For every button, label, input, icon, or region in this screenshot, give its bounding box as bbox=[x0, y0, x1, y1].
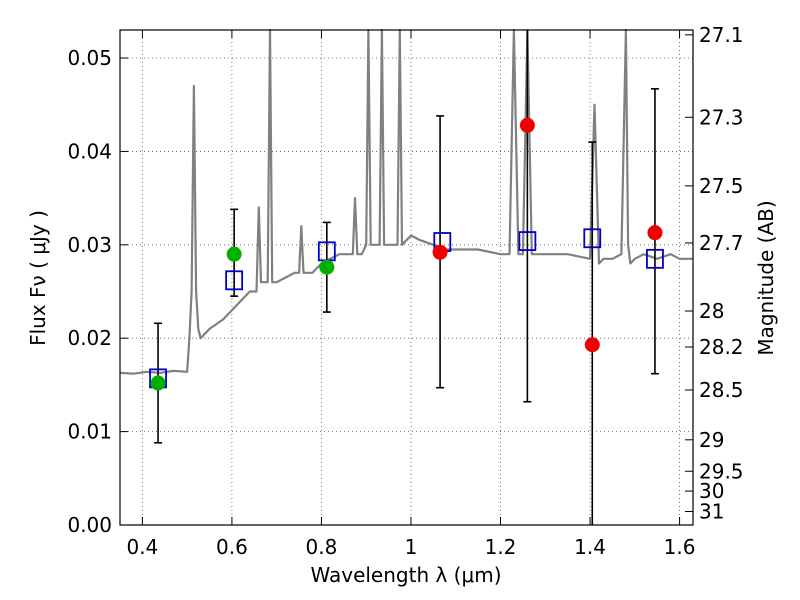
model-square bbox=[583, 228, 602, 249]
nir-point bbox=[584, 337, 600, 353]
mag-tick-label: 29.5 bbox=[699, 459, 744, 483]
mag-tick-label: 31 bbox=[699, 499, 724, 523]
x-axis-title: Wavelength λ (μm) bbox=[310, 563, 501, 587]
model-square bbox=[646, 248, 664, 269]
x-axis-ticks bbox=[141, 30, 681, 525]
spectrum-line bbox=[119, 28, 693, 375]
optical-point bbox=[226, 246, 242, 262]
y-tick-label: 0.00 bbox=[67, 513, 112, 537]
y-tick-label: 0.05 bbox=[67, 46, 112, 70]
spectrum-layer bbox=[119, 28, 693, 375]
errorbar-layer bbox=[154, 30, 659, 525]
x-tick-label: 0.6 bbox=[216, 535, 248, 559]
mag-tick-label: 30 bbox=[699, 479, 724, 503]
y-tick-label: 0.04 bbox=[67, 139, 112, 163]
x-tick-label: 1 bbox=[405, 535, 418, 559]
y-tick-label: 0.01 bbox=[67, 420, 112, 444]
magnitude-axis-ticks bbox=[685, 34, 693, 512]
mag-tick-label: 29 bbox=[699, 428, 724, 452]
model-square bbox=[225, 270, 244, 291]
x-tick-label: 1.4 bbox=[574, 535, 606, 559]
y-tick-label: 0.02 bbox=[67, 326, 112, 350]
nir-point bbox=[519, 117, 535, 133]
grid-lines bbox=[120, 30, 693, 525]
x-tick-label: 1.2 bbox=[485, 535, 517, 559]
mag-tick-label: 27.3 bbox=[699, 105, 744, 129]
mag-tick-label: 28 bbox=[699, 299, 724, 323]
mag-tick-label: 28.5 bbox=[699, 378, 744, 402]
optical-point bbox=[319, 259, 335, 275]
nir-point bbox=[647, 225, 663, 241]
mag-tick-label: 27.5 bbox=[699, 174, 744, 198]
y-axis-title: Flux Fν ( μJy ) bbox=[26, 210, 50, 346]
x-tick-label: 0.4 bbox=[126, 535, 158, 559]
nir-point bbox=[432, 244, 448, 260]
x-tick-label: 0.8 bbox=[306, 535, 338, 559]
y-axis-ticks bbox=[120, 57, 128, 526]
detections-layer bbox=[150, 117, 663, 391]
x-tick-label: 1.6 bbox=[664, 535, 696, 559]
mag-tick-label: 27.1 bbox=[699, 23, 744, 47]
mag-tick-label: 27.7 bbox=[699, 231, 744, 255]
y-tick-label: 0.03 bbox=[67, 233, 112, 257]
y2-axis-title: Magnitude (AB) bbox=[754, 200, 778, 355]
optical-point bbox=[150, 375, 166, 391]
mag-tick-label: 28.2 bbox=[699, 335, 744, 359]
plot-frame bbox=[119, 29, 694, 526]
model-square bbox=[518, 231, 537, 251]
